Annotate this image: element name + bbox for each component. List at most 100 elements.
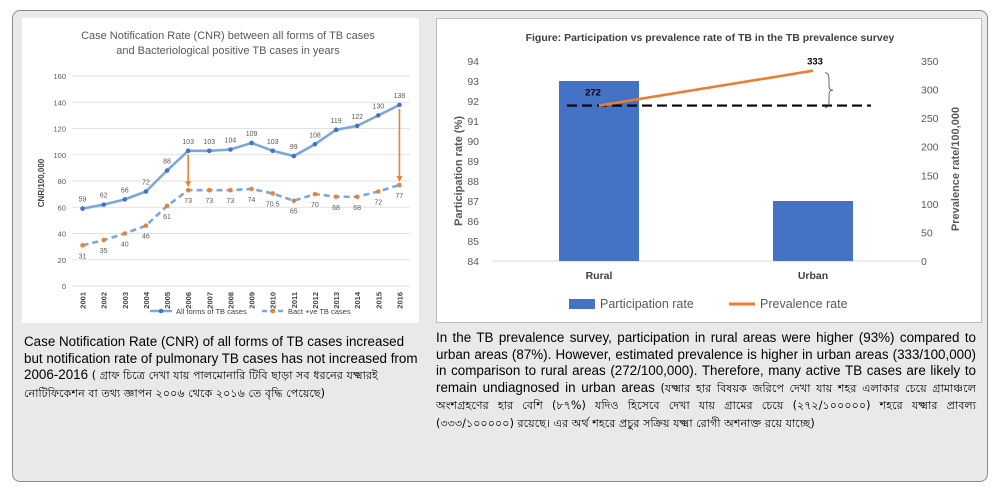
prevalence-gap-brace xyxy=(824,72,834,108)
prevalence-y2-tick-label: 200 xyxy=(921,142,939,154)
cnr-x-tick-label: 2007 xyxy=(205,292,214,309)
cnr-x-tick-label: 2001 xyxy=(79,292,88,309)
cnr-y-axis-label: CNR/100,000 xyxy=(37,158,46,207)
cnr-all-forms-data-label: 88 xyxy=(163,159,171,166)
cnr-bact-positive-point xyxy=(143,223,149,228)
cnr-chart-title-line-1: Case Notification Rate (CNR) between all… xyxy=(81,30,375,42)
cnr-x-tick-label: 2011 xyxy=(290,292,299,308)
cnr-bact-positive-point xyxy=(228,187,233,193)
cnr-all-forms-point xyxy=(291,153,297,159)
cnr-all-forms-data-label: 109 xyxy=(246,131,258,138)
cnr-x-tick-label: 2015 xyxy=(374,292,383,309)
participation-y-tick-label: 85 xyxy=(467,236,479,248)
cnr-x-tick-label: 2008 xyxy=(226,292,235,309)
cnr-bact-positive-point xyxy=(80,243,85,248)
participation-y-tick-label: 87 xyxy=(467,196,479,208)
prevalence-y2-tick-label: 100 xyxy=(921,199,939,211)
cnr-y-tick-label: 0 xyxy=(62,282,66,291)
cnr-all-forms-line xyxy=(82,103,401,210)
cnr-bact-positive-data-label: 73 xyxy=(184,198,192,205)
cnr-all-forms-point xyxy=(376,113,381,118)
participation-y-tick-label: 86 xyxy=(467,216,479,228)
cnr-bact-positive-data-label: 46 xyxy=(142,234,150,241)
cnr-all-forms-point xyxy=(397,102,402,108)
participation-x-tick-label: Urban xyxy=(798,270,828,282)
cnr-all-forms-point xyxy=(80,206,85,211)
cnr-x-tick-label: 2005 xyxy=(163,292,172,309)
cnr-bact-positive-point xyxy=(397,182,402,188)
cnr-all-forms-data-label: 103 xyxy=(203,139,215,146)
participation-y-tick-label: 92 xyxy=(467,96,479,108)
cnr-bact-positive-data-label: 70.5 xyxy=(266,201,280,208)
cnr-bact-positive-data-label: 72 xyxy=(374,200,382,207)
prevalence-y2-tick-label: 50 xyxy=(921,227,933,239)
cnr-all-forms-point xyxy=(143,189,149,194)
participation-y-tick-label: 93 xyxy=(467,76,479,88)
participation-prevalence-chart-panel: Figure: Participation vs prevalence rate… xyxy=(436,18,982,323)
cnr-bact-positive-data-label: 74 xyxy=(248,197,256,204)
participation-prevalence-chart: Figure: Participation vs prevalence rate… xyxy=(453,32,962,311)
participation-y-tick-label: 84 xyxy=(467,256,479,268)
cnr-bact-positive-data-label: 31 xyxy=(79,253,87,260)
cnr-all-forms-data-label: 130 xyxy=(372,103,384,110)
cnr-all-forms-point xyxy=(249,140,254,146)
cnr-all-forms-data-label: 59 xyxy=(79,197,87,204)
cnr-bact-positive-point xyxy=(270,191,275,196)
cnr-gap-arrow-head xyxy=(185,181,192,188)
cnr-bact-positive-data-label: 65 xyxy=(290,209,298,216)
cnr-bact-positive-data-label: 61 xyxy=(163,214,171,221)
cnr-bact-positive-line xyxy=(82,183,400,247)
cnr-caption-bangla: ( গ্রাফ চিত্রে দেখা যায় পালমোনারি টিবি … xyxy=(24,369,378,400)
cnr-x-tick-label: 2009 xyxy=(248,292,257,309)
cnr-all-forms-data-label: 122 xyxy=(351,114,363,121)
cnr-legend-bact-positive-marker xyxy=(270,308,276,314)
cnr-bact-positive-data-label: 77 xyxy=(396,193,404,200)
prevalence-data-label-urban: 333 xyxy=(807,57,823,68)
cnr-caption: Case Notification Rate (CNR) of all form… xyxy=(24,334,419,402)
cnr-all-forms-data-label: 103 xyxy=(267,139,279,146)
cnr-all-forms-point xyxy=(207,148,212,154)
cnr-y-tick-label: 80 xyxy=(58,177,66,186)
cnr-all-forms-data-label: 66 xyxy=(121,187,129,194)
participation-y-tick-label: 89 xyxy=(467,156,479,168)
prevalence-y2-axis-label: Prevalence rate/100,000 xyxy=(950,107,962,231)
legend-participation-label: Participation rate xyxy=(600,297,694,311)
cnr-y-tick-label: 160 xyxy=(53,72,66,81)
cnr-all-forms-point xyxy=(333,127,339,133)
cnr-all-forms-point xyxy=(122,197,128,202)
prevalence-y2-tick-label: 0 xyxy=(921,256,927,268)
cnr-y-tick-label: 120 xyxy=(53,125,66,134)
cnr-x-tick-label: 2004 xyxy=(142,291,151,309)
cnr-bact-positive-point xyxy=(333,194,339,200)
cnr-bact-positive-point xyxy=(376,189,381,194)
cnr-bact-positive-point xyxy=(249,186,254,192)
cnr-bact-positive-point xyxy=(185,187,191,193)
cnr-x-tick-label: 2002 xyxy=(100,292,109,309)
cnr-all-forms-data-label: 104 xyxy=(225,138,237,145)
participation-y-axis-label: Participation rate (%) xyxy=(453,116,465,226)
cnr-bact-positive-data-label: 35 xyxy=(100,248,108,255)
participation-y-tick-label: 90 xyxy=(467,136,479,148)
participation-y-tick-label: 91 xyxy=(467,116,479,128)
participation-bar xyxy=(559,81,639,261)
cnr-all-forms-point xyxy=(185,148,191,154)
cnr-all-forms-point xyxy=(312,141,318,147)
cnr-x-tick-label: 2016 xyxy=(395,292,404,309)
cnr-all-forms-data-label: 62 xyxy=(100,193,108,200)
cnr-legend-all-forms-label: All forms of TB cases xyxy=(176,307,247,316)
prevalence-caption: In the TB prevalence survey, participati… xyxy=(436,330,976,433)
cnr-bact-positive-point xyxy=(312,191,318,197)
cnr-x-tick-label: 2012 xyxy=(311,292,320,309)
cnr-all-forms-data-label: 138 xyxy=(394,93,406,100)
cnr-bact-positive-data-label: 70 xyxy=(311,202,319,209)
cnr-bact-positive-point xyxy=(122,231,128,236)
participation-y-tick-label: 94 xyxy=(467,56,479,68)
cnr-bact-positive-point xyxy=(207,187,212,193)
prevalence-line xyxy=(598,69,814,107)
cnr-bact-positive-data-label: 68 xyxy=(353,205,361,212)
cnr-x-tick-label: 2010 xyxy=(269,292,278,309)
cnr-y-tick-label: 40 xyxy=(58,230,66,239)
cnr-x-tick-label: 2013 xyxy=(332,292,341,309)
prevalence-y2-tick-label: 350 xyxy=(921,56,939,68)
cnr-legend-all-forms-marker xyxy=(158,308,164,314)
